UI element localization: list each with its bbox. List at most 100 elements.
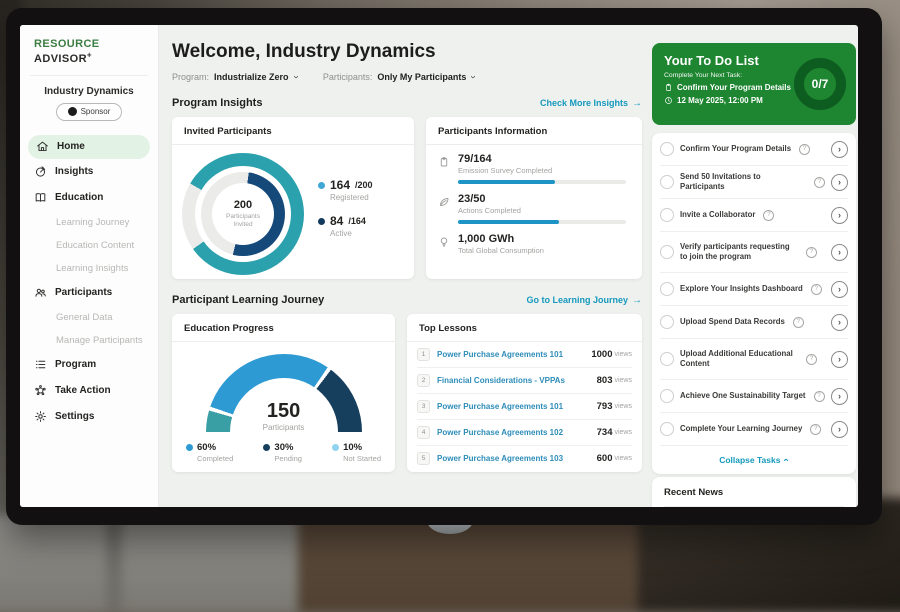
task-label: Send 50 Invitations to Participants <box>680 171 761 191</box>
lesson-row: 2 Financial Considerations - VPPAs 803 v… <box>417 368 632 394</box>
sidebar-item-education[interactable]: Education <box>20 185 158 211</box>
sidebar-item-learning-journey[interactable]: Learning Journey <box>56 216 130 228</box>
task-checkbox[interactable] <box>660 142 674 156</box>
home-icon <box>37 141 48 152</box>
task-checkbox[interactable] <box>660 422 674 436</box>
task-checkbox[interactable] <box>660 175 674 189</box>
leaf-icon <box>440 198 449 206</box>
task-go-button[interactable]: › <box>831 243 848 261</box>
task-row[interactable]: Send 50 Invitations to Participants ? › <box>660 166 848 199</box>
brand-logo[interactable]: RESOURCE ADVISOR+ <box>20 25 158 65</box>
journey-cards-row: Education Progress 150 Participants 60% <box>172 314 642 472</box>
sponsor-badge[interactable]: Sponsor <box>56 102 122 121</box>
todo-panel: Your To Do List Complete Your Next Task:… <box>650 25 858 507</box>
lesson-link[interactable]: Financial Considerations - VPPAs <box>437 376 565 385</box>
task-go-button[interactable]: › <box>831 280 848 298</box>
stat-value: 1,000 GWh <box>458 233 515 245</box>
collapse-tasks-link[interactable]: Collapse Tasks › <box>660 446 848 474</box>
info-icon[interactable]: ? <box>799 143 811 155</box>
participants-filter[interactable]: Participants: Only My Participants › <box>322 72 479 82</box>
sidebar-item-learning-insights[interactable]: Learning Insights <box>56 262 129 274</box>
sidebar-item-general-data[interactable]: General Data <box>56 311 113 323</box>
section-title: Program Insights <box>172 97 263 109</box>
program-insights-header: Program Insights Check More Insights → <box>172 97 642 109</box>
task-row[interactable]: Upload Additional Educational Content ? … <box>660 339 848 380</box>
task-row[interactable]: Complete Your Learning Journey ? › <box>660 413 848 446</box>
lesson-row: 5 Power Purchase Agreements 103 600 view… <box>417 446 632 471</box>
task-checkbox[interactable] <box>660 208 674 222</box>
info-icon[interactable]: ? <box>810 423 822 435</box>
info-icon[interactable]: ? <box>814 176 825 188</box>
lesson-link[interactable]: Power Purchase Agreements 101 <box>437 402 564 411</box>
task-row[interactable]: Explore Your Insights Dashboard ? › <box>660 273 848 306</box>
participants-filter-value: Only My Participants <box>377 72 467 82</box>
sidebar-item-take-action[interactable]: Take Action <box>20 378 158 404</box>
lesson-rank: 2 <box>417 374 431 387</box>
info-icon[interactable]: ? <box>810 283 822 295</box>
task-label: Achieve One Sustainability Target <box>680 390 806 400</box>
task-go-button[interactable]: › <box>831 387 848 405</box>
task-checkbox[interactable] <box>660 282 674 296</box>
stat-value: 79/164 <box>458 153 492 165</box>
task-checkbox[interactable] <box>660 315 674 329</box>
task-row[interactable]: Confirm Your Program Details ? › <box>660 133 848 166</box>
info-icon[interactable]: ? <box>806 246 817 258</box>
sidebar-item-label: Education <box>55 192 104 204</box>
participants-filter-label: Participants: <box>322 72 373 82</box>
gear-icon <box>35 411 46 423</box>
legend-label: Registered <box>330 193 369 202</box>
legend-dot-completed <box>186 444 193 451</box>
task-checkbox[interactable] <box>660 245 674 259</box>
task-row[interactable]: Invite a Collaborator ? › <box>660 199 848 232</box>
task-go-button[interactable]: › <box>831 350 848 368</box>
lesson-link[interactable]: Power Purchase Agreements 101 <box>437 350 564 359</box>
legend-label: Not Started <box>343 454 382 463</box>
lesson-link[interactable]: Power Purchase Agreements 103 <box>437 454 564 463</box>
sidebar-item-home[interactable]: Home <box>28 134 150 159</box>
lesson-views: 600 <box>596 453 613 464</box>
info-icon[interactable]: ? <box>813 390 825 402</box>
sidebar-item-program[interactable]: Program <box>20 352 158 378</box>
task-go-button[interactable]: › <box>831 140 848 158</box>
legend-active: 84 /164 Active <box>318 214 373 238</box>
check-more-insights-link[interactable]: Check More Insights → <box>540 98 642 109</box>
sidebar-item-participants[interactable]: Participants <box>20 280 158 306</box>
chevron-down-icon: › <box>290 75 302 79</box>
clipboard-icon <box>440 157 448 167</box>
info-icon[interactable]: ? <box>763 209 775 221</box>
action-icon <box>35 385 46 396</box>
task-go-button[interactable]: › <box>831 313 848 331</box>
task-go-button[interactable]: › <box>831 420 848 438</box>
arrow-right-icon: → <box>632 97 642 109</box>
task-go-button[interactable]: › <box>831 206 848 224</box>
task-go-button[interactable]: › <box>831 173 848 191</box>
card-title: Invited Participants <box>172 117 414 145</box>
legend-value-sub: /164 <box>348 216 366 226</box>
task-row[interactable]: Achieve One Sustainability Target ? › <box>660 380 848 413</box>
monitor-bezel: RESOURCE ADVISOR+ Industry Dynamics Spon… <box>6 8 882 525</box>
todo-due: 12 May 2025, 12:00 PM <box>664 96 846 105</box>
info-icon[interactable]: ? <box>792 316 804 328</box>
link-label: Check More Insights <box>539 98 628 108</box>
sidebar-item-insights[interactable]: Insights <box>20 159 158 185</box>
card-title: Education Progress <box>172 314 396 342</box>
progress-bar <box>458 220 626 224</box>
lesson-link[interactable]: Power Purchase Agreements 102 <box>437 428 564 437</box>
invited-card-body: 200 Participants Invited 164 /200 <box>172 145 414 275</box>
sidebar-item-education-content[interactable]: Education Content <box>56 239 135 251</box>
info-icon[interactable]: ? <box>806 353 817 365</box>
task-checkbox[interactable] <box>660 352 674 366</box>
task-row[interactable]: Upload Spend Data Records ? › <box>660 306 848 339</box>
program-filter[interactable]: Program: Industrialize Zero › <box>172 72 302 82</box>
lesson-rank: 3 <box>417 400 431 413</box>
task-checkbox[interactable] <box>660 389 674 403</box>
background-desk-left <box>0 515 318 612</box>
views-suffix: views <box>614 429 632 436</box>
legend-value: 84 <box>330 214 344 228</box>
go-to-learning-journey-link[interactable]: Go to Learning Journey → <box>526 295 642 306</box>
sidebar-item-manage-participants[interactable]: Manage Participants <box>56 334 143 346</box>
sponsor-icon <box>67 107 77 117</box>
sidebar-item-settings[interactable]: Settings <box>20 404 158 430</box>
task-row[interactable]: Verify participants requesting to join t… <box>660 232 848 273</box>
legend-dot-pending <box>263 444 271 451</box>
